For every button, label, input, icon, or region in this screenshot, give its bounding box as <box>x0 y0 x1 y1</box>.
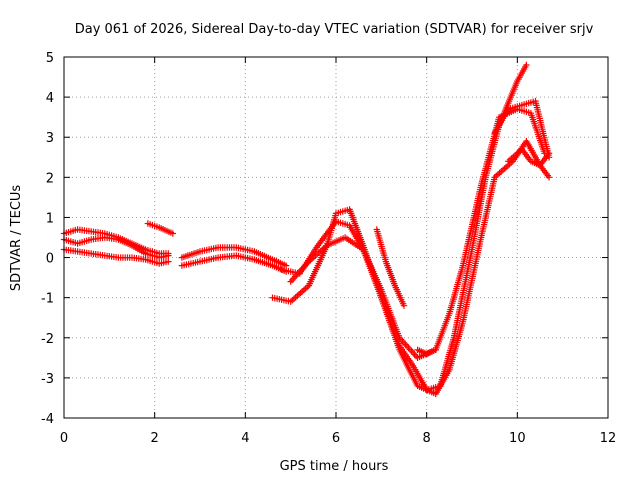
data-point <box>165 252 172 259</box>
data-point <box>545 150 553 157</box>
data-series-track-2 <box>60 234 172 261</box>
x-tick-label: 0 <box>60 431 68 446</box>
data-point <box>523 61 530 69</box>
data-series-track-4 <box>144 220 176 237</box>
data-series-track-10 <box>373 226 408 309</box>
data-series-track-11 <box>414 346 439 357</box>
y-tick-label: 0 <box>46 252 54 267</box>
y-tick-label: -4 <box>41 412 54 427</box>
y-tick-label: -3 <box>41 372 54 387</box>
x-tick-label: 10 <box>509 431 526 446</box>
x-tick-labels: 0 2 4 6 8 10 12 <box>60 431 616 446</box>
x-tick-label: 8 <box>423 431 431 446</box>
y-tick-label: 2 <box>46 171 54 186</box>
y-tick-labels: -4 -3 -2 -1 0 1 2 3 4 5 <box>41 51 54 427</box>
data-series-track-3 <box>60 246 172 267</box>
data-series-track-13 <box>505 146 553 169</box>
data-point <box>545 174 553 181</box>
y-tick-label: 3 <box>46 131 54 146</box>
data-point <box>169 230 176 237</box>
data-point <box>400 302 408 309</box>
x-tick-label: 12 <box>600 431 617 446</box>
x-tick-label: 4 <box>241 431 249 446</box>
y-axis-label: SDTVAR / TECUs <box>9 185 24 292</box>
data-marks <box>60 61 553 398</box>
y-tick-label: -1 <box>41 292 54 307</box>
x-axis-label: GPS time / hours <box>280 459 389 474</box>
tick-marks <box>63 56 609 419</box>
data-point <box>432 346 439 353</box>
data-point <box>165 258 172 265</box>
x-tick-label: 2 <box>151 431 159 446</box>
y-tick-label: -2 <box>41 332 54 347</box>
y-tick-label: 4 <box>46 91 54 106</box>
y-tick-label: 1 <box>46 211 54 226</box>
y-tick-label: 5 <box>46 51 54 66</box>
chart-title: Day 061 of 2026, Sidereal Day-to-day VTE… <box>75 22 594 37</box>
data-series-track-5 <box>178 244 290 269</box>
x-tick-label: 6 <box>332 431 340 446</box>
